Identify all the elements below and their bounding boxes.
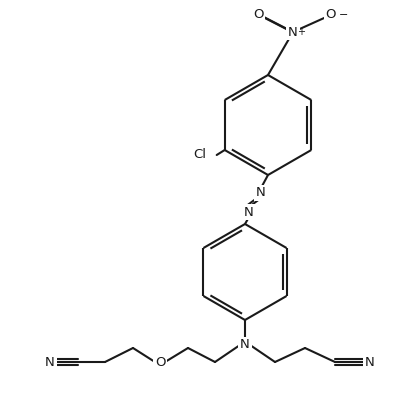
Text: Cl: Cl (194, 148, 207, 161)
Text: −: − (339, 10, 348, 20)
Text: N: N (365, 355, 375, 369)
Text: +: + (297, 27, 305, 37)
Text: O: O (155, 355, 165, 369)
Text: O: O (253, 8, 263, 20)
Text: O: O (326, 8, 336, 20)
Text: N: N (45, 355, 55, 369)
Text: N: N (244, 206, 254, 219)
Text: N: N (240, 339, 250, 352)
Text: N: N (256, 186, 266, 199)
Text: N: N (288, 25, 298, 38)
